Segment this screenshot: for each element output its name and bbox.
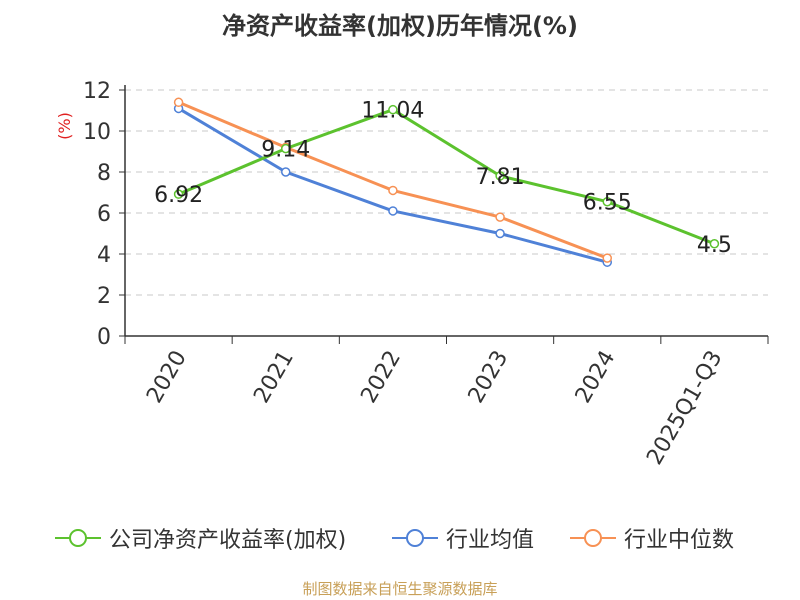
series-line-0 [177, 108, 715, 246]
legend-marker-industry-median [570, 529, 616, 547]
data-point-2[interactable] [495, 212, 505, 222]
x-tick-label: 2022 [356, 347, 406, 408]
legend-item-industry-median[interactable]: 行业中位数 [570, 520, 734, 556]
y-tick-label: 8 [97, 161, 111, 186]
x-tick-label: 2023 [464, 347, 514, 408]
data-point-2[interactable] [602, 253, 612, 263]
y-axis-label: (%) [55, 112, 74, 140]
y-tick-label: 6 [97, 202, 111, 227]
legend-item-industry-mean[interactable]: 行业均值 [392, 520, 534, 556]
y-tick-label: 10 [83, 120, 111, 145]
data-point-1[interactable] [281, 167, 291, 177]
legend: 公司净资产收益率(加权) 行业均值 行业中位数 [0, 520, 800, 556]
series-line-2 [178, 100, 608, 260]
x-tick-label: 2025Q1-Q3 [642, 347, 727, 470]
legend-label-industry-mean: 行业均值 [446, 528, 535, 553]
x-tick-label: 2021 [249, 347, 299, 408]
chart-title: 净资产收益率(加权)历年情况(%) [222, 12, 578, 40]
data-label: 9.14 [261, 138, 310, 163]
legend-item-company[interactable]: 公司净资产收益率(加权) [55, 520, 346, 556]
data-label: 6.55 [583, 191, 632, 216]
data-label: 4.5 [697, 233, 732, 258]
legend-label-industry-median: 行业中位数 [624, 528, 735, 553]
data-point-0[interactable] [281, 143, 291, 154]
data-point-0[interactable] [602, 196, 612, 207]
y-tick-label: 12 [83, 79, 111, 104]
data-point-2[interactable] [173, 97, 184, 108]
data-point-0[interactable] [709, 239, 720, 249]
data-label: 11.04 [361, 99, 424, 124]
source-note: 制图数据来自恒生聚源数据库 [302, 580, 498, 598]
data-label: 7.81 [476, 165, 525, 190]
x-tick-label: 2020 [142, 347, 192, 408]
y-tick-label: 4 [97, 243, 111, 268]
data-point-2[interactable] [388, 185, 398, 196]
legend-marker-company [55, 529, 101, 547]
data-point-0[interactable] [173, 189, 184, 199]
data-point-1[interactable] [388, 206, 398, 216]
data-point-0[interactable] [495, 171, 505, 181]
legend-label-company: 公司净资产收益率(加权) [109, 528, 347, 553]
y-tick-label: 2 [97, 284, 111, 309]
y-tick-label: 0 [97, 325, 111, 350]
x-tick-label: 2024 [571, 347, 621, 408]
data-point-1[interactable] [495, 228, 505, 239]
data-label: 6.92 [154, 183, 203, 208]
legend-marker-industry-mean [392, 529, 438, 547]
data-point-0[interactable] [388, 104, 398, 115]
